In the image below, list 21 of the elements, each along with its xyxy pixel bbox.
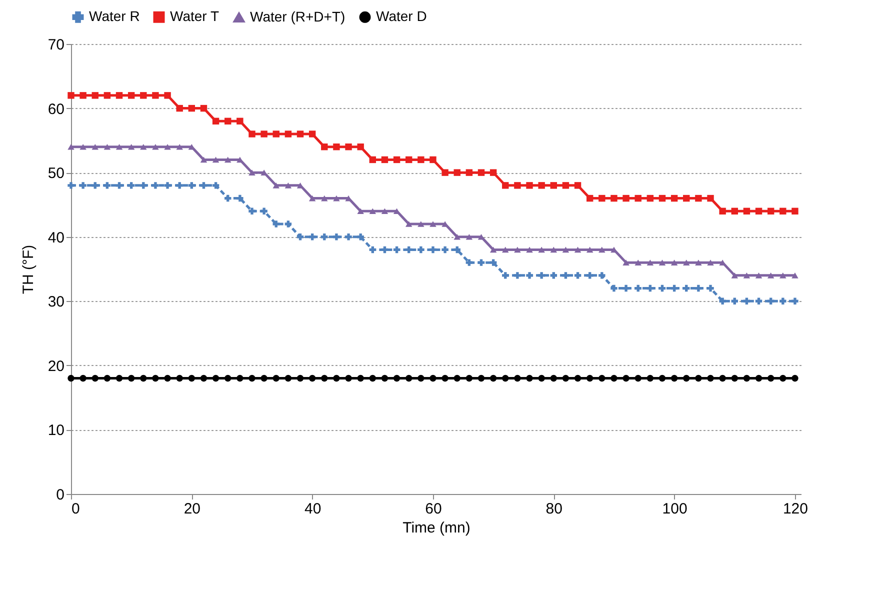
legend-label: Water D	[376, 8, 427, 24]
y-tick-label: 20	[48, 358, 64, 375]
y-tick-label: 70	[48, 36, 64, 54]
y-tick-label: 50	[48, 165, 64, 182]
legend-label: Water T	[170, 8, 220, 24]
y-tick-label: 0	[56, 486, 64, 504]
x-tick-label: 0	[72, 500, 80, 518]
y-tick-label: 60	[48, 100, 64, 118]
legend-label: Water R	[89, 8, 140, 24]
y-tick-label: 30	[48, 294, 64, 311]
x-tick-label: 100	[662, 500, 688, 518]
legend-label: Water (R+D+T)	[250, 8, 346, 24]
x-tick-label: 20	[184, 500, 201, 518]
x-tick-label: 120	[782, 500, 808, 518]
x-tick-label: 60	[425, 500, 442, 518]
x-axis-title: Time (mn)	[402, 520, 470, 536]
x-tick-label: 80	[546, 500, 562, 518]
y-tick-label: 40	[48, 229, 64, 246]
y-axis-title: TH (°F)	[20, 244, 37, 294]
y-tick-label: 10	[48, 422, 64, 440]
x-tick-label: 40	[304, 500, 322, 518]
